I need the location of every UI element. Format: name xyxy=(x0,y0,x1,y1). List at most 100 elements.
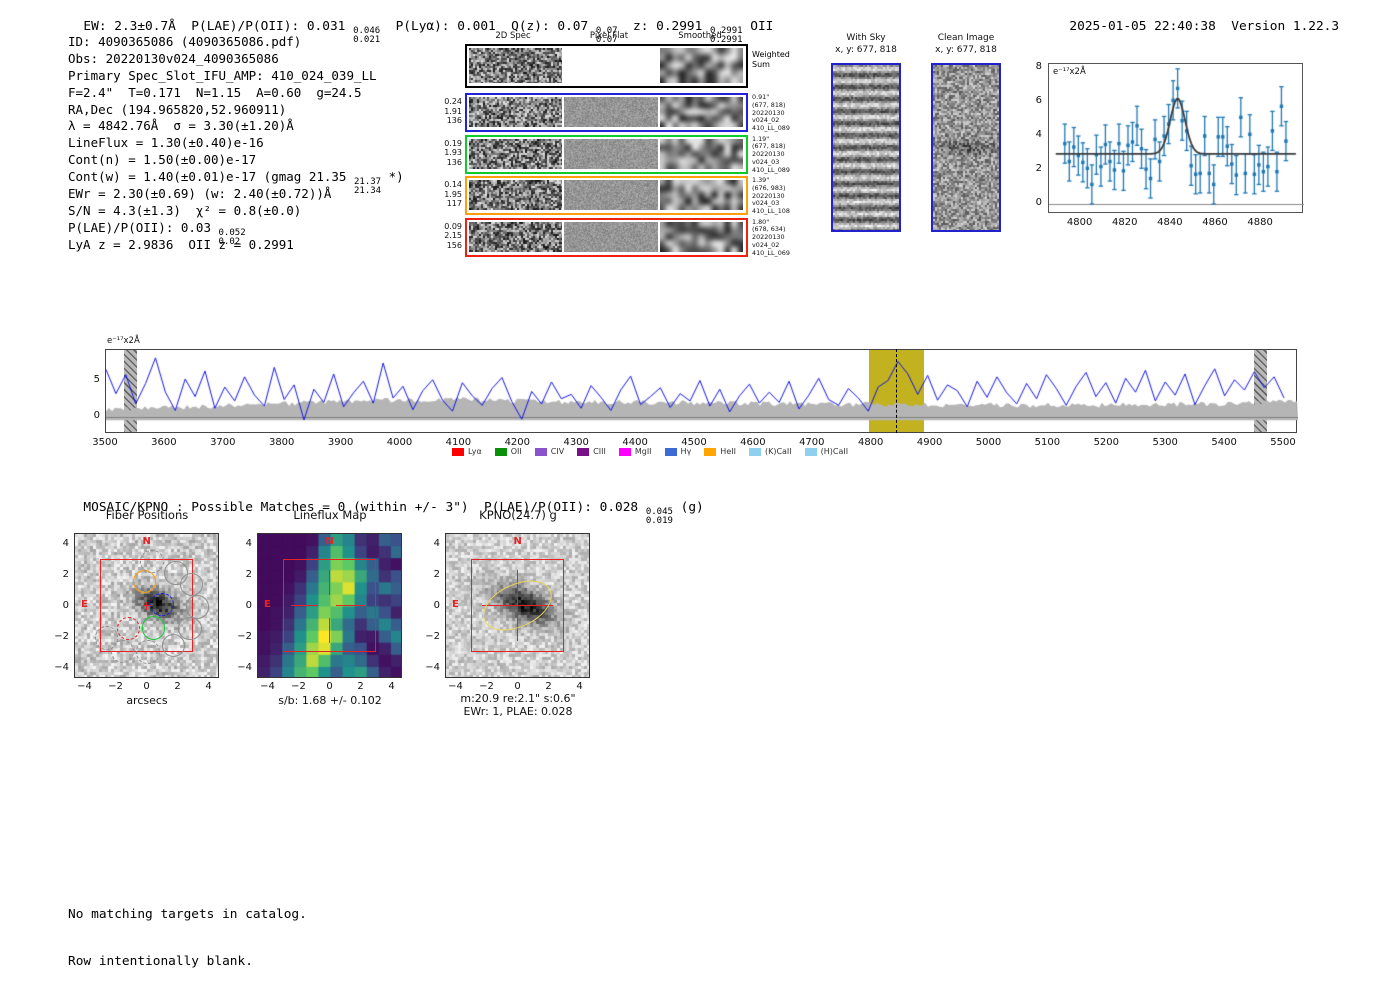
with-sky-canvas xyxy=(833,65,899,230)
cutout-ytick-label: 0 xyxy=(62,599,69,611)
summary-line: Primary Spec_Slot_IFU_AMP: 410_024_039_L… xyxy=(68,68,404,85)
cutout-ytick-label: −4 xyxy=(237,661,252,673)
cutout-xtick-label: 4 xyxy=(576,681,583,692)
spec2d-smoothed-image xyxy=(660,221,743,252)
generated-datetime: 2025-01-05 22:40:38 xyxy=(1069,19,1216,34)
spec2d-fiber-row xyxy=(465,176,748,215)
spectrum-legend: Lyα OII CIV CIII MgII Hγ HeII (K)CaII (H)CaII xyxy=(452,447,848,456)
legend-swatch xyxy=(534,447,547,456)
lineflux-map-plot xyxy=(257,533,402,678)
header-z: z: 0.2991 xyxy=(617,19,711,34)
lineflux-heatmap-canvas xyxy=(258,534,401,677)
spectrum-xtick-label: 3900 xyxy=(327,437,354,448)
extraction-box xyxy=(283,559,376,652)
kpno-image-plot xyxy=(445,533,590,678)
catalog-match-suffix: (g) xyxy=(672,500,704,515)
summary-text: S/N = 4.3(±1.3) χ² = 0.8(±0.0) xyxy=(68,202,302,218)
legend-label: Lyα xyxy=(468,447,482,456)
fiber-id-line: 1.80" xyxy=(752,217,770,226)
fiber-circle xyxy=(140,549,164,573)
cutout-xtick-label: −4 xyxy=(448,681,463,692)
spec2d-flat-image xyxy=(564,48,658,83)
elixer-report-page: { "header": { "ew": "EW: 2.3±0.7Å P(LAE)… xyxy=(54,4,1340,969)
zoom-plot-ylabel: e⁻¹⁷x2Å xyxy=(1053,67,1086,77)
fiber-circle xyxy=(162,634,186,658)
weight-value: 1.95 xyxy=(444,189,462,199)
header-line-id: OII xyxy=(742,19,774,34)
legend-label: MgII xyxy=(634,447,652,456)
fiber-id-line: v024_03 xyxy=(752,157,780,166)
legend-item: (H)CaII xyxy=(804,447,849,456)
cutout-ytick-label: 0 xyxy=(245,599,252,611)
crosshair-segment xyxy=(516,569,519,642)
summary-text: LineFlux = 1.30(±0.40)e-16 xyxy=(68,135,264,151)
spectrum-xtick-label: 4200 xyxy=(504,437,531,448)
spectrum-ytick-label: 0 xyxy=(93,410,100,421)
weight-value: 0.09 xyxy=(444,221,462,231)
summary-line: Cont(w) = 1.40(±0.01)e-17 (gmag 21.35 21… xyxy=(68,169,404,196)
compass-north-label: N xyxy=(142,536,151,547)
fiber-id-line: 20220130 xyxy=(752,233,785,242)
z-hi-lo: 0.2991 0.2991 xyxy=(710,26,743,45)
summary-hi-lo: 0.052 0.02 xyxy=(219,228,246,247)
weight-value: 0.19 xyxy=(444,138,462,148)
spectrum-xtick-label: 3600 xyxy=(151,437,177,448)
spectrum-xtick-label: 3700 xyxy=(210,437,236,448)
summary-text: F=2.4" T=0.171 N=1.15 A=0.60 g=24.5 xyxy=(68,84,362,100)
spectrum-xtick-label: 4100 xyxy=(445,437,472,448)
summary-text: λ = 4842.76Å σ = 3.30(±1.20)Å xyxy=(68,118,294,134)
spectrum-xtick-label: 5500 xyxy=(1270,437,1296,448)
legend-item: MgII xyxy=(618,447,652,456)
legend-label: (H)CaII xyxy=(820,447,849,456)
legend-label: OII xyxy=(510,447,522,456)
report-timestamp: 2025-01-05 22:40:38 Version 1.22.3 xyxy=(1054,4,1339,34)
spectrum-xtick-label: 5000 xyxy=(975,437,1002,448)
spectrum-canvas xyxy=(106,350,1298,434)
weight-value: 156 xyxy=(446,240,462,250)
legend-item: OII xyxy=(494,447,522,456)
fiber-id-line: 1.19" xyxy=(752,134,770,143)
fiber-row-weights: 0.14 1.95 117 xyxy=(420,180,462,209)
cutout-ytick-label: −2 xyxy=(237,630,252,642)
qz-hi-lo: 0.07 0.07 xyxy=(595,26,618,45)
spec2d-noisy-image xyxy=(469,97,562,127)
fiber-id-line: 410_LL_069 xyxy=(752,248,790,257)
summary-text: ID: 4090365086 (4090365086.pdf) xyxy=(68,34,302,49)
spectrum-xtick-label: 3800 xyxy=(268,437,295,448)
fiber-positions-title: Fiber Positions xyxy=(105,508,189,522)
legend-swatch xyxy=(452,447,464,456)
zoom-xtick-label: 4820 xyxy=(1111,217,1138,228)
fiber-id-line: 20220130 xyxy=(752,191,785,200)
legend-item: Hγ xyxy=(664,447,692,456)
fiber-circle xyxy=(178,617,202,641)
clean-image-coords: x, y: 677, 818 xyxy=(935,45,997,55)
with-sky-title: With Sky xyxy=(846,33,886,43)
catalog-match-text: MOSAIC/KPNO : Possible Matches = 0 (with… xyxy=(83,500,646,515)
fiber-row-ids: 1.80" (678, 634) 20220130 v024_02 410_LL_069 xyxy=(752,217,790,258)
spectrum-xtick-label: 3500 xyxy=(92,437,118,448)
spectrum-xtick-label: 5300 xyxy=(1152,437,1178,448)
spectrum-xtick-label: 5100 xyxy=(1034,437,1061,448)
cutout-xtick-label: 0 xyxy=(143,681,150,692)
summary-text: P(LAE)/P(OII): 0.03 xyxy=(68,219,219,235)
summary-line: LineFlux = 1.30(±0.40)e-16 xyxy=(68,135,404,152)
spectrum-ylabel: e⁻¹⁷x2Å xyxy=(107,336,140,346)
fiber-circle xyxy=(110,639,135,663)
fiber-circle xyxy=(150,593,174,617)
kpno-xlabel-1: m:20.9 re:2.1" s:0.6" xyxy=(460,692,576,705)
fiber-id-line: 0.91" xyxy=(752,93,770,101)
zoom-ytick-label: 2 xyxy=(1035,163,1042,174)
crosshair-segment xyxy=(328,617,331,643)
fiber-id-line: (678, 634) xyxy=(752,225,786,234)
zoom-xtick-label: 4800 xyxy=(1066,217,1093,228)
legend-swatch xyxy=(804,447,817,456)
spec2d-noisy-image xyxy=(469,180,562,210)
cutout-xtick-label: −2 xyxy=(291,681,306,692)
spec2d-noisy-image xyxy=(469,138,562,169)
spectrum-plot-area xyxy=(105,349,1298,434)
summary-text: Obs: 20220130v024_4090365086 xyxy=(68,50,279,66)
compass-north-label: N xyxy=(513,536,522,547)
legend-label: CIV xyxy=(550,447,565,456)
lineflux-xlabel: s/b: 1.68 +/- 0.102 xyxy=(278,694,382,707)
legend-label: Hγ xyxy=(680,447,692,456)
